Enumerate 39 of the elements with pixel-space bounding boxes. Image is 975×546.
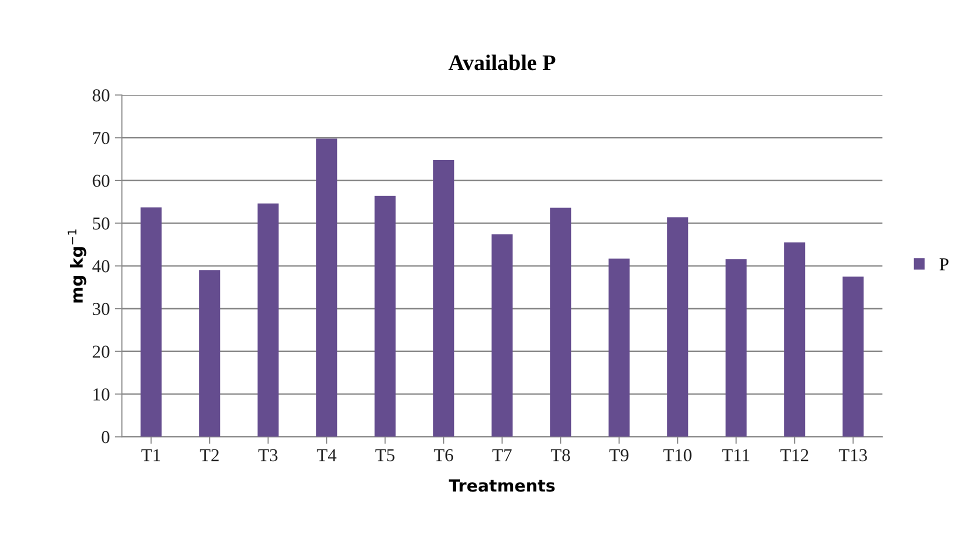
bar bbox=[667, 217, 688, 437]
x-tick-label: T9 bbox=[609, 449, 628, 462]
bar bbox=[140, 207, 162, 437]
bar bbox=[258, 204, 279, 437]
chart-title: Available P bbox=[448, 54, 556, 70]
y-axis-title: mg kg$^{−1}$ bbox=[68, 230, 86, 303]
y-tick-label: 0 bbox=[102, 431, 110, 444]
bar bbox=[550, 208, 572, 437]
y-tick-label: 80 bbox=[92, 89, 110, 102]
x-tick-label: T10 bbox=[663, 449, 692, 462]
bar bbox=[842, 276, 864, 437]
y-tick-label: 10 bbox=[94, 388, 110, 401]
y-tick-label: 20 bbox=[92, 346, 110, 358]
bar bbox=[316, 138, 338, 437]
bar bbox=[492, 234, 513, 437]
x-tick-label: T8 bbox=[550, 449, 570, 462]
bar bbox=[726, 259, 747, 437]
y-tick-label: 60 bbox=[92, 174, 110, 187]
bar bbox=[374, 196, 396, 437]
x-tick-label: T12 bbox=[780, 449, 808, 462]
x-tick-label: T6 bbox=[434, 449, 454, 462]
bar bbox=[608, 258, 630, 437]
legend-label: P bbox=[940, 258, 948, 270]
x-tick-label: T3 bbox=[258, 449, 278, 462]
x-tick-label: T4 bbox=[316, 449, 336, 462]
x-tick-label: T5 bbox=[375, 449, 394, 462]
y-tick-label: 70 bbox=[93, 132, 110, 144]
x-tick-label: T7 bbox=[492, 449, 512, 462]
bar bbox=[433, 160, 454, 437]
bar bbox=[199, 270, 220, 437]
y-tick-label: 50 bbox=[93, 217, 110, 230]
x-tick-label: T2 bbox=[200, 449, 219, 462]
bar bbox=[784, 242, 806, 437]
x-tick-label: T13 bbox=[838, 449, 867, 462]
x-axis-title: Treatments bbox=[448, 479, 555, 492]
x-tick-label: T11 bbox=[722, 449, 750, 462]
y-tick-label: 30 bbox=[92, 302, 110, 316]
x-tick-label: T1 bbox=[141, 449, 160, 462]
y-tick-label: 40 bbox=[92, 260, 110, 272]
